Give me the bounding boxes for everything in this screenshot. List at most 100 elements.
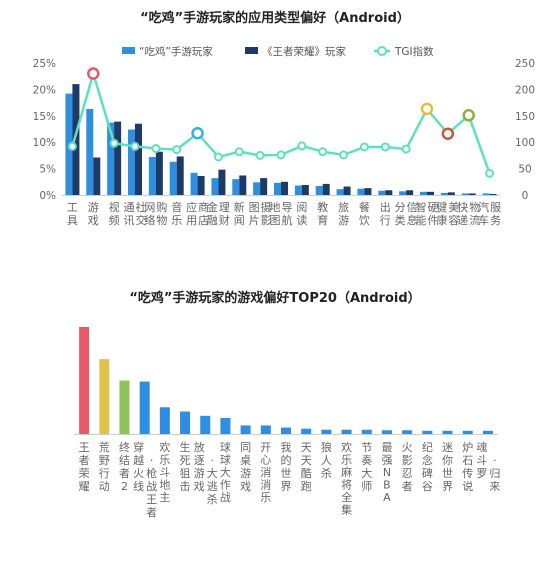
x-category-label: 工具: [67, 201, 78, 227]
game-label: 节奏大师: [361, 441, 372, 493]
bar-chiji: [315, 186, 323, 195]
tgi-point-highlight: [420, 102, 434, 116]
tgi-point: [109, 138, 119, 148]
bar-wangzhe: [155, 151, 163, 195]
game-label: 穿越火线·枪战王者: [133, 440, 157, 519]
bar-wangzhe: [385, 190, 393, 195]
game-label: 球球大作战: [220, 440, 231, 504]
tgi-point: [172, 145, 182, 155]
x-category-label: 健康美容: [436, 201, 459, 227]
y-right-tick-label: 200: [515, 84, 535, 96]
bar-wangzhe: [197, 175, 205, 195]
y-right-tick-label: 0: [522, 190, 529, 202]
y-right-tick-label: 250: [515, 58, 535, 70]
tgi-point-highlight: [441, 127, 455, 141]
game-bar: [462, 430, 473, 434]
x-category-label: 智能硬件: [416, 200, 439, 227]
game-label: 荒野行动: [99, 441, 110, 493]
bar-wangzhe: [114, 121, 122, 195]
bar-chiji: [461, 193, 469, 195]
tgi-point: [276, 150, 286, 160]
y-right-tick-label: 100: [515, 137, 535, 149]
y-left-tick-label: 25%: [33, 58, 56, 70]
game-bar: [341, 429, 352, 434]
bar-chiji: [274, 182, 281, 195]
x-category-label: 网络购物: [144, 200, 167, 227]
game-label: 最强 N B A: [381, 441, 392, 504]
bar-wangzhe: [218, 169, 226, 195]
game-label: 火影忍者: [402, 441, 413, 493]
legend-label-series-3: TGI指数: [394, 45, 434, 58]
legend-label-series-2: 《王者荣耀》玩家: [262, 45, 346, 58]
game-bar: [402, 430, 413, 434]
tgi-point: [297, 141, 307, 151]
bar-wangzhe: [281, 181, 288, 195]
chart-1-title: “吃鸡”手游玩家的应用类型偏好（Android）: [140, 10, 410, 26]
bar-chiji: [482, 193, 490, 195]
bar-chiji: [107, 122, 115, 195]
chart-2-title: “吃鸡”手游玩家的游戏偏好TOP20（Android）: [129, 290, 420, 306]
game-label: 生死狙击: [180, 440, 191, 493]
tgi-point: [359, 142, 369, 152]
bar-wangzhe: [135, 123, 142, 195]
legend-swatch-series-2: [245, 47, 258, 54]
x-category-label: 出行: [380, 200, 391, 227]
tgi-point: [151, 144, 161, 154]
legend-label-series-1: “吃鸡”手游玩家: [139, 45, 213, 58]
tgi-point-highlight: [462, 109, 475, 122]
legend-swatch-series-1: [122, 47, 135, 54]
game-label: 我的世界: [281, 441, 292, 493]
tgi-point: [213, 152, 223, 162]
bar-chiji: [253, 182, 261, 195]
tgi-point-highlight: [87, 67, 100, 80]
bar-wangzhe: [364, 188, 372, 195]
game-bar: [482, 430, 493, 434]
game-bar: [79, 327, 90, 434]
tgi-point-highlight: [191, 126, 204, 140]
x-category-label: 新闻: [234, 200, 245, 227]
y-left-tick-label: 5%: [39, 164, 56, 176]
x-category-label: 教育: [317, 201, 328, 227]
game-bar: [180, 411, 191, 434]
game-bar: [321, 429, 332, 434]
game-bar: [240, 425, 251, 434]
game-bar: [422, 430, 433, 434]
game-bar: [381, 430, 392, 434]
game-label: 天天酷跑: [301, 441, 312, 493]
game-bar: [301, 428, 312, 434]
tgi-point: [339, 150, 349, 160]
bar-wangzhe: [468, 193, 476, 195]
game-bar: [139, 381, 150, 434]
bar-wangzhe: [427, 191, 434, 195]
game-bar: [442, 430, 453, 434]
y-right-tick-label: 150: [515, 111, 535, 123]
bar-wangzhe: [322, 183, 330, 195]
game-label: 同桌游戏: [240, 441, 251, 493]
bar-wangzhe: [406, 190, 414, 195]
bar-wangzhe: [343, 186, 351, 195]
bar-chiji: [169, 161, 177, 195]
bar-chiji: [86, 108, 94, 195]
x-category-label: 阅读: [296, 201, 307, 227]
x-category-label: 快递物流: [457, 200, 480, 227]
game-bar: [281, 427, 291, 434]
y-left-tick-label: 15%: [33, 111, 56, 123]
tgi-point: [234, 147, 244, 157]
game-label: 魂斗罗·归来: [476, 441, 500, 493]
game-bar: [159, 407, 170, 434]
x-category-label: 旅游: [338, 200, 349, 227]
bar-chiji: [148, 156, 156, 195]
game-label: 终结者 2: [119, 440, 130, 493]
game-label: 放逐游戏·大逃杀: [194, 440, 218, 506]
chart-1-plot: 0% 5% 10% 15% 20% 25% 0 50 100 150 200 250 工具游戏视频通讯社…: [33, 58, 535, 227]
game-label: 纪念碑谷: [422, 441, 433, 493]
bar-chiji: [420, 191, 427, 195]
bar-wangzhe: [260, 178, 268, 195]
bar-chiji: [378, 190, 386, 195]
x-category-label: 餐饮: [359, 200, 370, 227]
bar-wangzhe: [301, 184, 309, 195]
y-left-tick-label: 0%: [39, 190, 56, 202]
y-left-tick-label: 10%: [33, 137, 56, 149]
y-left-tick-label: 20%: [33, 84, 56, 96]
